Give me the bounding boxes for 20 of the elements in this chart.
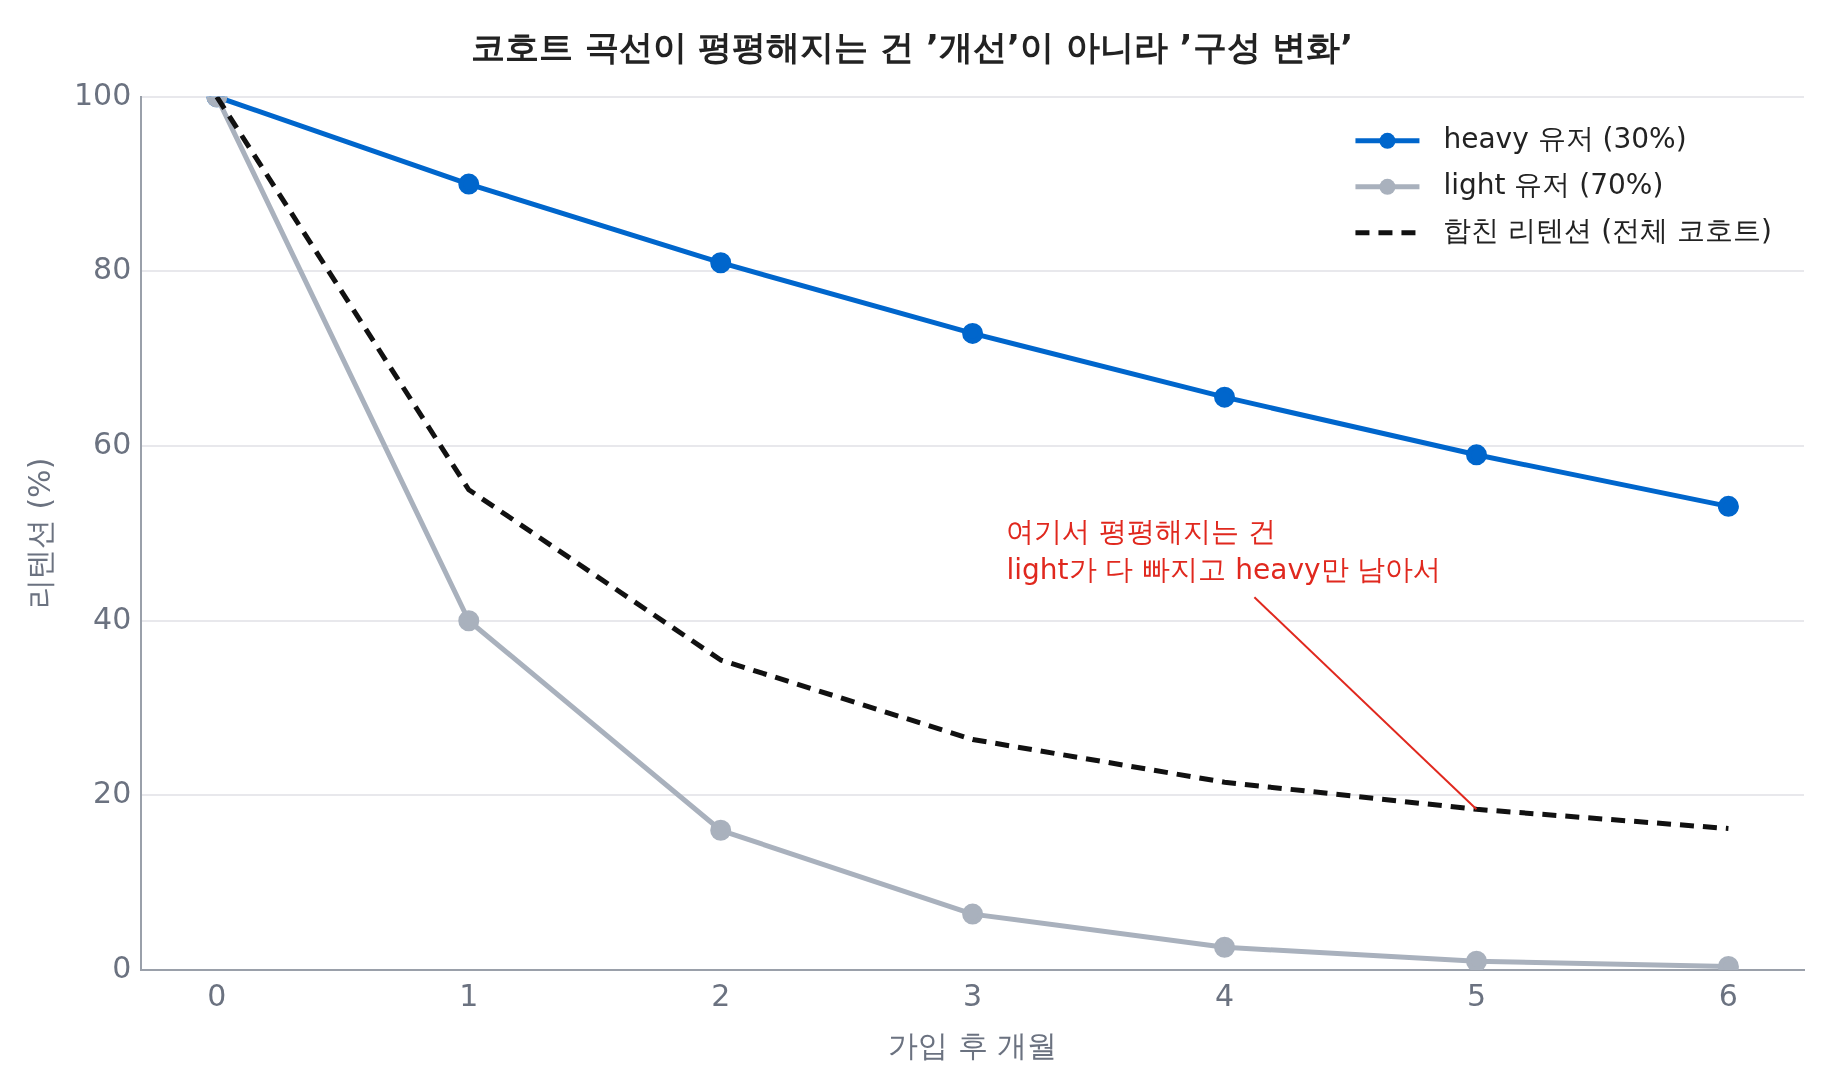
legend-label: 합친 리텐션 (전체 코호트) xyxy=(1443,214,1773,248)
chart-title: 코호트 곡선이 평평해지는 건 ’개선’이 아니라 ’구성 변화’ xyxy=(470,27,1354,68)
x-tick-label: 0 xyxy=(207,977,227,1013)
y-tick-label: 60 xyxy=(93,425,132,461)
y-axis-title: 리텐션 (%) xyxy=(21,457,57,610)
annotation: 여기서 평평해지는 건 light가 다 빠지고 heavy만 남아서 xyxy=(1006,514,1442,586)
x-tick-label: 1 xyxy=(459,977,479,1013)
legend-label: heavy 유저 (30%) xyxy=(1443,122,1687,156)
y-tick-label: 0 xyxy=(112,949,132,985)
y-tick-label: 20 xyxy=(93,775,132,811)
y-tick-label: 80 xyxy=(93,251,132,287)
y-tick-label: 100 xyxy=(74,76,132,112)
x-axis-title: 가입 후 개월 xyxy=(888,1027,1058,1063)
legend-label: light 유저 (70%) xyxy=(1443,168,1664,202)
x-tick-label: 4 xyxy=(1215,977,1235,1013)
x-tick-label: 5 xyxy=(1466,977,1487,1013)
y-tick-label: 40 xyxy=(93,600,132,636)
x-tick-label: 3 xyxy=(963,977,983,1013)
x-tick-label: 6 xyxy=(1718,977,1738,1013)
x-tick-label: 2 xyxy=(711,977,731,1013)
